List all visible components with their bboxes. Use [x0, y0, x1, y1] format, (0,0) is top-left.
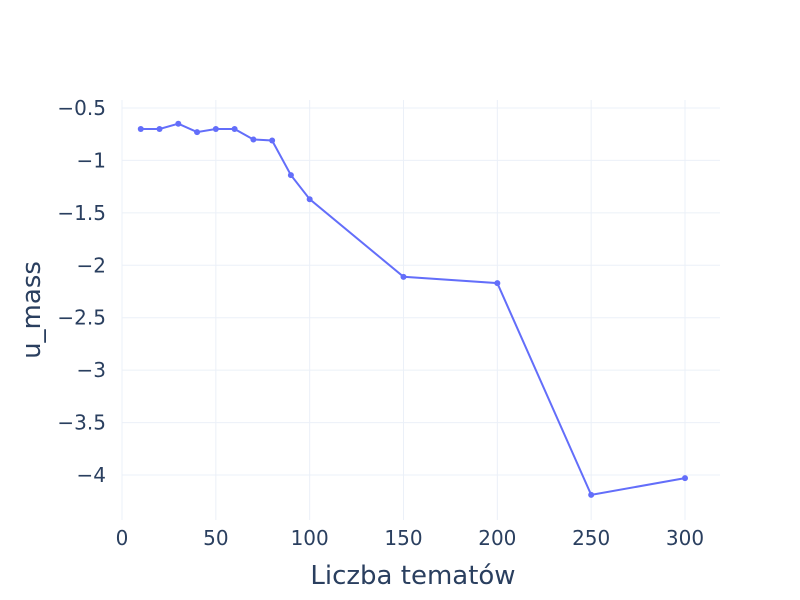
data-point [400, 273, 407, 280]
x-tick-label: 0 [116, 526, 129, 550]
x-axis-ticks: 0 50 100 150 200 250 300 [116, 526, 704, 550]
x-tick-label: 300 [666, 526, 704, 550]
data-point [137, 125, 144, 132]
data-point [212, 125, 219, 132]
y-tick-label: −2 [77, 253, 106, 277]
y-axis-title: u_mass [17, 261, 47, 359]
x-tick-label: 200 [478, 526, 516, 550]
data-point [494, 280, 501, 287]
y-tick-label: −0.5 [57, 96, 106, 120]
y-tick-label: −1 [77, 148, 106, 172]
series-line [140, 122, 686, 497]
data-point [156, 125, 163, 132]
x-tick-label: 50 [203, 526, 228, 550]
x-tick-label: 150 [384, 526, 422, 550]
x-axis-title: Liczba tematów [310, 561, 515, 591]
y-axis-ticks: −0.5 −1 −1.5 −2 −2.5 −3 −3.5 −4 [57, 96, 106, 487]
data-point [175, 120, 182, 127]
data-point [682, 475, 688, 482]
y-tick-label: −2.5 [57, 306, 106, 330]
grid [121, 100, 720, 520]
data-point [269, 137, 276, 144]
data-point [287, 172, 294, 179]
x-tick-label: 250 [572, 526, 610, 550]
y-tick-label: −4 [77, 463, 106, 487]
data-point [588, 491, 595, 498]
data-point [231, 125, 238, 132]
series-u-mass [137, 120, 688, 498]
x-tick-label: 100 [291, 526, 329, 550]
y-tick-label: −3.5 [57, 411, 106, 435]
y-tick-label: −3 [77, 358, 106, 382]
y-tick-label: −1.5 [57, 201, 106, 225]
data-point [250, 136, 257, 143]
data-point [306, 196, 313, 203]
data-point [194, 129, 201, 136]
